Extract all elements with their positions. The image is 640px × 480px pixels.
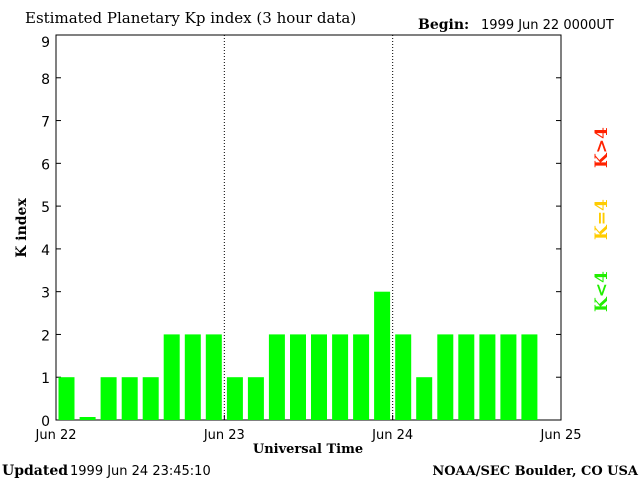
kp-bar [121,377,138,420]
kp-bar [79,417,96,420]
x-tick-label: Jun 24 [371,428,413,443]
kp-bar [163,334,180,420]
x-tick-label: Jun 22 [35,428,77,443]
kp-bar [479,334,496,420]
chart-title: Estimated Planetary Kp index (3 hour dat… [25,9,356,27]
kp-bar [437,334,454,420]
kp-bar [58,377,75,420]
legend-item-k-gt-4: K>4 [592,127,612,168]
y-tick-label: 3 [41,286,50,302]
kp-bar [521,334,538,420]
y-tick-label: 9 [41,35,50,51]
kp-bar [311,334,327,420]
x-axis-ticks: Jun 22 Jun 23 Jun 24 Jun 25 [35,415,582,443]
begin-label: Begin: [418,17,469,33]
plot-frame [55,34,562,421]
bar-series [58,291,538,420]
y-tick-label: 8 [41,72,50,88]
y-tick-label: 0 [41,414,50,430]
kp-bar [458,334,475,420]
legend-item-k-eq-4: K=4 [592,199,612,240]
kp-bar [184,334,201,420]
x-tick-label: Jun 25 [540,428,582,443]
kp-bar [395,334,412,420]
y-tick-label: 7 [41,115,50,131]
y-tick-label: 1 [41,371,50,387]
y-tick-label: 6 [41,157,50,173]
kp-bar [268,334,285,420]
kp-bar [290,334,306,420]
x-axis-label: Universal Time [253,442,363,457]
source-credit: NOAA/SEC Boulder, CO USA [432,464,639,479]
updated-label: Updated [2,463,68,479]
kp-bar [500,334,517,420]
x-tick-label: Jun 23 [203,428,245,443]
kp-bar [205,334,222,420]
updated-value: 1999 Jun 24 23:45:10 [70,464,211,479]
kp-bar [374,291,391,420]
kp-bar [142,377,159,420]
kp-bar [100,377,117,420]
y-axis-label: K index [14,198,30,258]
legend: K>4 K=4 K<4 [592,127,612,312]
y-tick-label: 2 [41,328,50,344]
kp-bar [416,377,433,420]
kp-bar [332,334,349,420]
begin-value: 1999 Jun 22 0000UT [481,18,614,33]
kp-bar [353,334,370,420]
y-axis-ticks: 0 1 2 3 4 5 6 7 8 9 [41,34,561,430]
day-dividers [223,35,394,420]
y-tick-label: 5 [41,200,50,216]
kp-bar [247,377,264,420]
kp-bar [226,377,243,420]
y-tick-label: 4 [41,243,50,259]
legend-item-k-lt-4: K<4 [592,271,612,312]
